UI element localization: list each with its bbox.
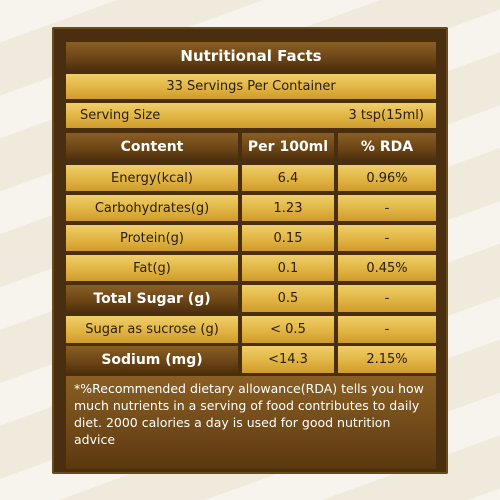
row-total-sugar-label: Total Sugar (g): [66, 285, 238, 312]
serving-size-label: Serving Size: [80, 108, 161, 123]
row-energy-rda: 0.96%: [338, 165, 436, 191]
row-sodium-label: Sodium (mg): [66, 346, 238, 373]
serving-size-value: 3 tsp(15ml): [348, 108, 425, 123]
row-energy-label: Energy(kcal): [66, 165, 238, 191]
row-sugar-sucrose-rda: -: [338, 316, 436, 343]
row-protein-label: Protein(g): [66, 225, 238, 251]
row-protein-rda: -: [338, 225, 436, 251]
row-carbohydrates-rda: -: [338, 195, 436, 221]
row-total-sugar-rda: -: [338, 285, 436, 312]
header-rda: % RDA: [338, 133, 436, 160]
row-fat-label: Fat(g): [66, 255, 238, 281]
row-fat-per100: 0.1: [242, 255, 334, 281]
row-total-sugar-per100: 0.5: [242, 285, 334, 312]
serving-size-row: Serving Size 3 tsp(15ml): [66, 103, 436, 128]
row-sugar-sucrose-per100: < 0.5: [242, 316, 334, 343]
row-energy-per100: 6.4: [242, 165, 334, 191]
row-carbohydrates-label: Carbohydrates(g): [66, 195, 238, 221]
rda-footnote: *%Recommended dietary allowance(RDA) tel…: [66, 376, 436, 469]
row-sodium-rda: 2.15%: [338, 346, 436, 373]
row-protein-per100: 0.15: [242, 225, 334, 251]
header-content: Content: [66, 133, 238, 160]
header-per-100ml: Per 100ml: [242, 133, 334, 160]
row-fat-rda: 0.45%: [338, 255, 436, 281]
servings-per-container: 33 Servings Per Container: [66, 74, 436, 99]
table-title: Nutritional Facts: [66, 42, 436, 70]
row-sugar-sucrose-label: Sugar as sucrose (g): [66, 316, 238, 343]
row-carbohydrates-per100: 1.23: [242, 195, 334, 221]
row-sodium-per100: <14.3: [242, 346, 334, 373]
